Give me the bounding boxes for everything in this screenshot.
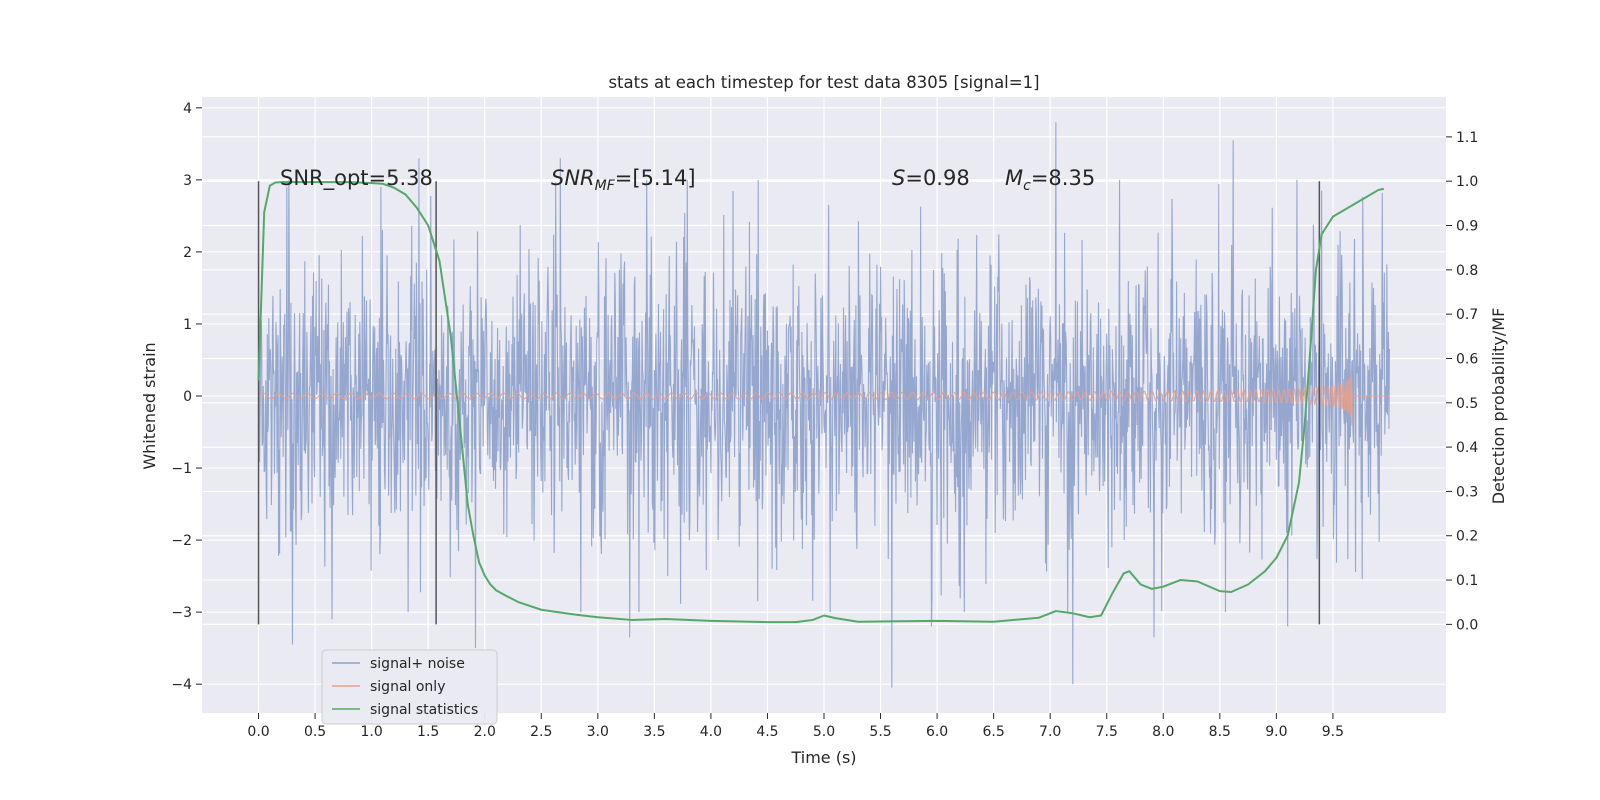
x-tick-label: 5.5	[869, 724, 891, 740]
y2-tick-label: 0.1	[1456, 573, 1478, 589]
y2-tick-label: 1.0	[1456, 174, 1478, 190]
x-tick-label: 8.5	[1209, 724, 1231, 740]
x-tick-label: 1.0	[361, 724, 383, 740]
x-tick-label: 0.5	[304, 724, 326, 740]
y2-tick-label: 0.4	[1456, 440, 1478, 456]
x-tick-label: 3.5	[643, 724, 665, 740]
x-tick-label: 8.0	[1152, 724, 1174, 740]
x-tick-label: 1.5	[417, 724, 439, 740]
x-tick-label: 7.0	[1039, 724, 1061, 740]
vertical-markers	[257, 181, 1321, 625]
chart-title: stats at each timestep for test data 830…	[608, 73, 1039, 92]
annotation-snr-mf: SNRMF=[5.14]	[551, 166, 696, 194]
y2-tick-label: 0.6	[1456, 351, 1478, 367]
y2-tick-label: 0.3	[1456, 484, 1478, 500]
legend-label-signal-statistics: signal statistics	[370, 702, 478, 718]
y-tick-label: −4	[171, 677, 192, 693]
x-tick-label: 6.0	[926, 724, 948, 740]
y-tick-label: 1	[183, 317, 192, 333]
y-tick-label: 3	[183, 173, 192, 189]
x-tick-label: 3.0	[587, 724, 609, 740]
legend-label-signal-only: signal only	[370, 679, 445, 695]
annotation-mc: Mc=8.35	[1005, 166, 1095, 194]
y-tick-label: −3	[171, 605, 192, 621]
x-tick-label: 5.0	[813, 724, 835, 740]
noise-series-layer	[258, 122, 1390, 688]
y-tick-label: 0	[183, 389, 192, 405]
legend: signal+ noise signal only signal statist…	[321, 649, 498, 725]
y2-tick-label: 0.0	[1456, 617, 1478, 633]
x-tick-label: 6.5	[983, 724, 1005, 740]
annotation-snr-opt: SNR_opt=5.38	[280, 166, 433, 191]
x-tick-label: 2.5	[530, 724, 552, 740]
x-tick-label: 9.5	[1322, 724, 1344, 740]
annotation-s: S=0.98	[892, 166, 970, 190]
tick-labels: 0.0 0.5 1.0 1.5 2.0 2.5 3.0 3.5 4.0 4.5 5.0 5.5 6.0 6…	[171, 101, 1478, 740]
series-line-signal-noise	[258, 122, 1390, 688]
legend-box	[321, 649, 498, 725]
y2-axis-label: Detection probability/MF	[1489, 308, 1508, 505]
y-tick-label: 4	[183, 101, 192, 117]
y2-tick-label: 0.8	[1456, 263, 1478, 279]
y-tick-label: −1	[171, 461, 192, 477]
statistics-series-layer	[257, 181, 1385, 624]
y2-tick-label: 0.9	[1456, 219, 1478, 235]
x-axis-label: Time (s)	[790, 748, 856, 767]
x-tick-label: 0.0	[247, 724, 269, 740]
y2-tick-label: 1.1	[1456, 130, 1478, 146]
x-tick-label: 4.5	[756, 724, 778, 740]
legend-label-signal-noise: signal+ noise	[370, 656, 465, 672]
y-axis-label: Whitened strain	[140, 342, 159, 469]
series-line-signal-statistics	[257, 181, 1385, 624]
series-line-signal-only	[258, 371, 1390, 426]
y-tick-label: −2	[171, 533, 192, 549]
x-tick-label: 9.0	[1265, 724, 1287, 740]
y-tick-label: 2	[183, 245, 192, 261]
chirp-series-layer	[258, 371, 1390, 426]
x-tick-label: 4.0	[700, 724, 722, 740]
x-tick-label: 7.5	[1096, 724, 1118, 740]
y2-tick-label: 0.7	[1456, 307, 1478, 323]
x-tick-label: 2.0	[474, 724, 496, 740]
y2-tick-label: 0.2	[1456, 529, 1478, 545]
grid	[202, 97, 1446, 713]
y2-tick-label: 0.5	[1456, 396, 1478, 412]
